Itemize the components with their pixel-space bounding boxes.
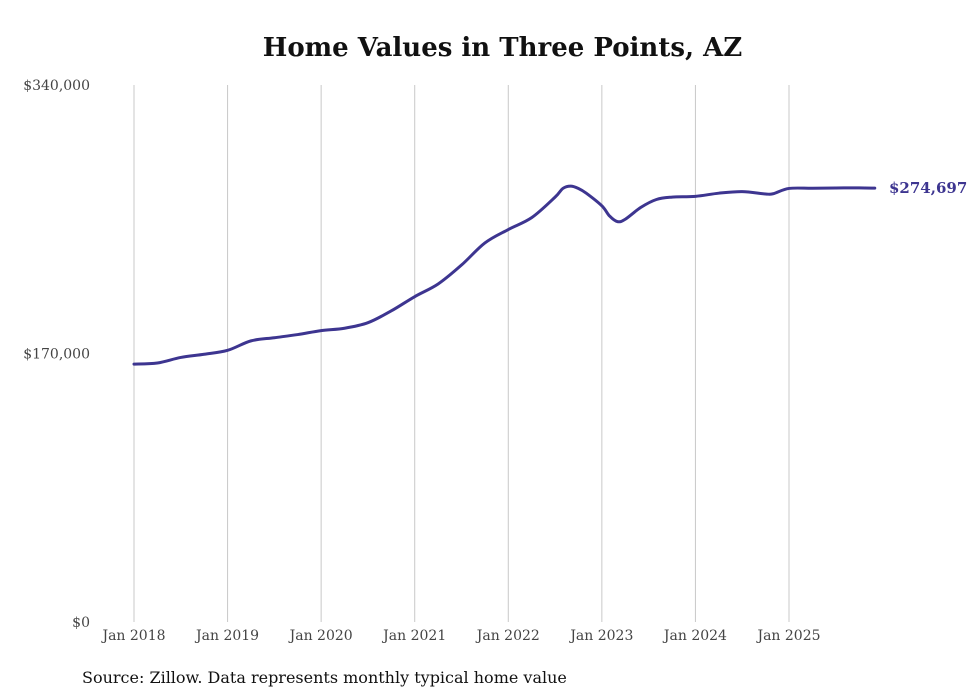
- x-tick-label: Jan 2022: [475, 628, 540, 644]
- x-tick-label: Jan 2025: [755, 628, 820, 644]
- y-tick-label: $340,000: [23, 78, 90, 94]
- x-tick-label: Jan 2021: [381, 628, 446, 644]
- chart-title: Home Values in Three Points, AZ: [262, 33, 743, 63]
- y-tick-label: $170,000: [23, 347, 90, 363]
- x-tick-label: Jan 2024: [662, 628, 727, 644]
- x-tick-label: Jan 2018: [100, 628, 165, 644]
- y-tick-label: $0: [72, 615, 90, 631]
- x-tick-label: Jan 2019: [194, 628, 259, 644]
- x-tick-label: Jan 2020: [288, 628, 353, 644]
- x-tick-label: Jan 2023: [568, 628, 633, 644]
- end-value-label: $274,697: [889, 179, 967, 197]
- source-note: Source: Zillow. Data represents monthly …: [82, 668, 567, 687]
- series-line: [132, 184, 877, 366]
